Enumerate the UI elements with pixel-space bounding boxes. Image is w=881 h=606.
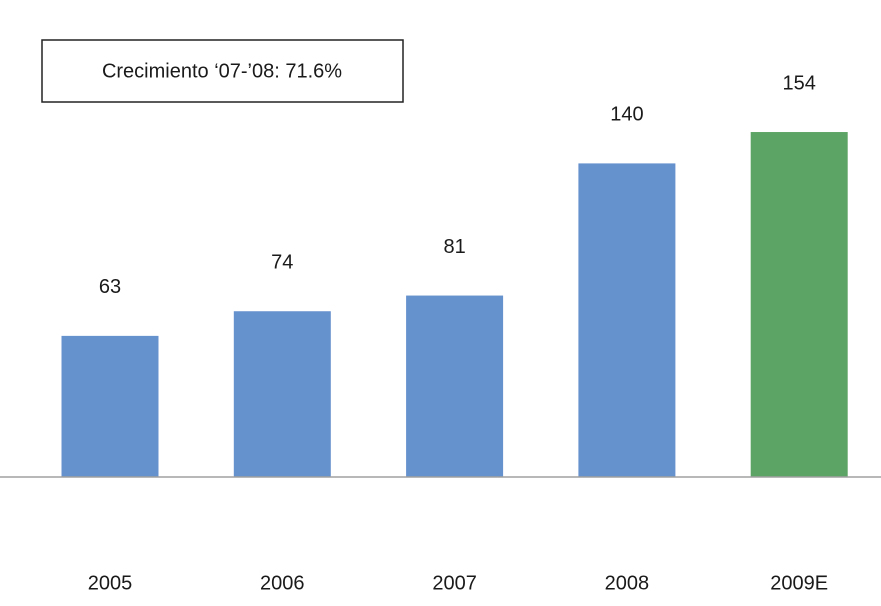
value-label: 74 xyxy=(271,252,293,274)
x-tick-label: 2008 xyxy=(605,572,650,594)
annotation: Crecimiento ‘07-’08: 71.6% xyxy=(102,60,342,82)
value-label: 154 xyxy=(783,72,816,94)
annotation-box xyxy=(41,39,404,103)
x-tick-label: 2005 xyxy=(88,572,133,594)
x-tick-label: 2007 xyxy=(432,572,477,594)
x-tick-label: 2006 xyxy=(260,572,305,594)
bar xyxy=(406,295,504,477)
bar xyxy=(750,132,848,478)
bar xyxy=(578,163,676,477)
bar xyxy=(61,335,159,477)
value-label: 81 xyxy=(443,236,465,258)
bar xyxy=(233,311,331,477)
value-label: 140 xyxy=(610,104,643,126)
value-label: 63 xyxy=(99,276,121,298)
x-tick-label: 2009E xyxy=(770,572,828,594)
